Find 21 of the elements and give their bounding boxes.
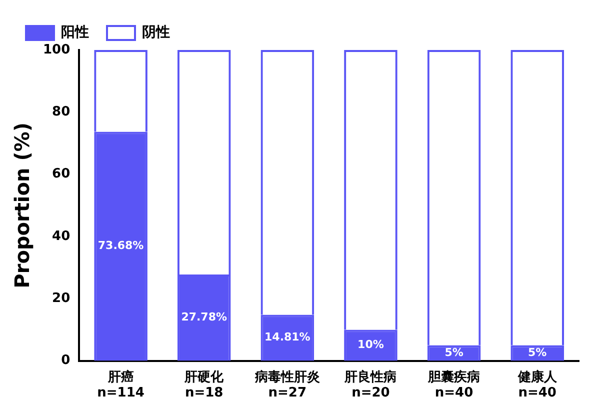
data-label: 5% bbox=[528, 346, 547, 359]
data-label: 73.68% bbox=[98, 239, 144, 252]
x-tick-label: 病毒性肝炎 n=27 bbox=[254, 368, 320, 401]
data-label: 5% bbox=[444, 346, 464, 359]
x-tick-label: 肝良性病 n=20 bbox=[344, 368, 397, 401]
y-tick-label: 100 bbox=[42, 42, 70, 58]
data-label: 10% bbox=[358, 338, 384, 352]
y-tick-label: 0 bbox=[61, 353, 70, 368]
x-tick-label: 肝硬化 n=18 bbox=[184, 370, 225, 401]
legend-label: 阴性 bbox=[142, 24, 170, 41]
x-tick-label: 肝癌 n=114 bbox=[97, 368, 144, 401]
y-tick-label: 20 bbox=[52, 291, 70, 306]
data-label: 14.81% bbox=[264, 330, 310, 344]
y-tick-label: 80 bbox=[52, 104, 70, 120]
y-tick-label: 60 bbox=[52, 166, 70, 182]
x-tick-label: 胆囊疾病 n=40 bbox=[427, 368, 480, 401]
x-tick-label: 健康人 n=40 bbox=[516, 368, 558, 401]
legend-label: 阳性 bbox=[61, 24, 89, 41]
y-axis-title: Proportion (%) bbox=[10, 122, 34, 288]
data-label: 27.78% bbox=[181, 310, 228, 324]
y-tick-label: 40 bbox=[52, 228, 70, 244]
